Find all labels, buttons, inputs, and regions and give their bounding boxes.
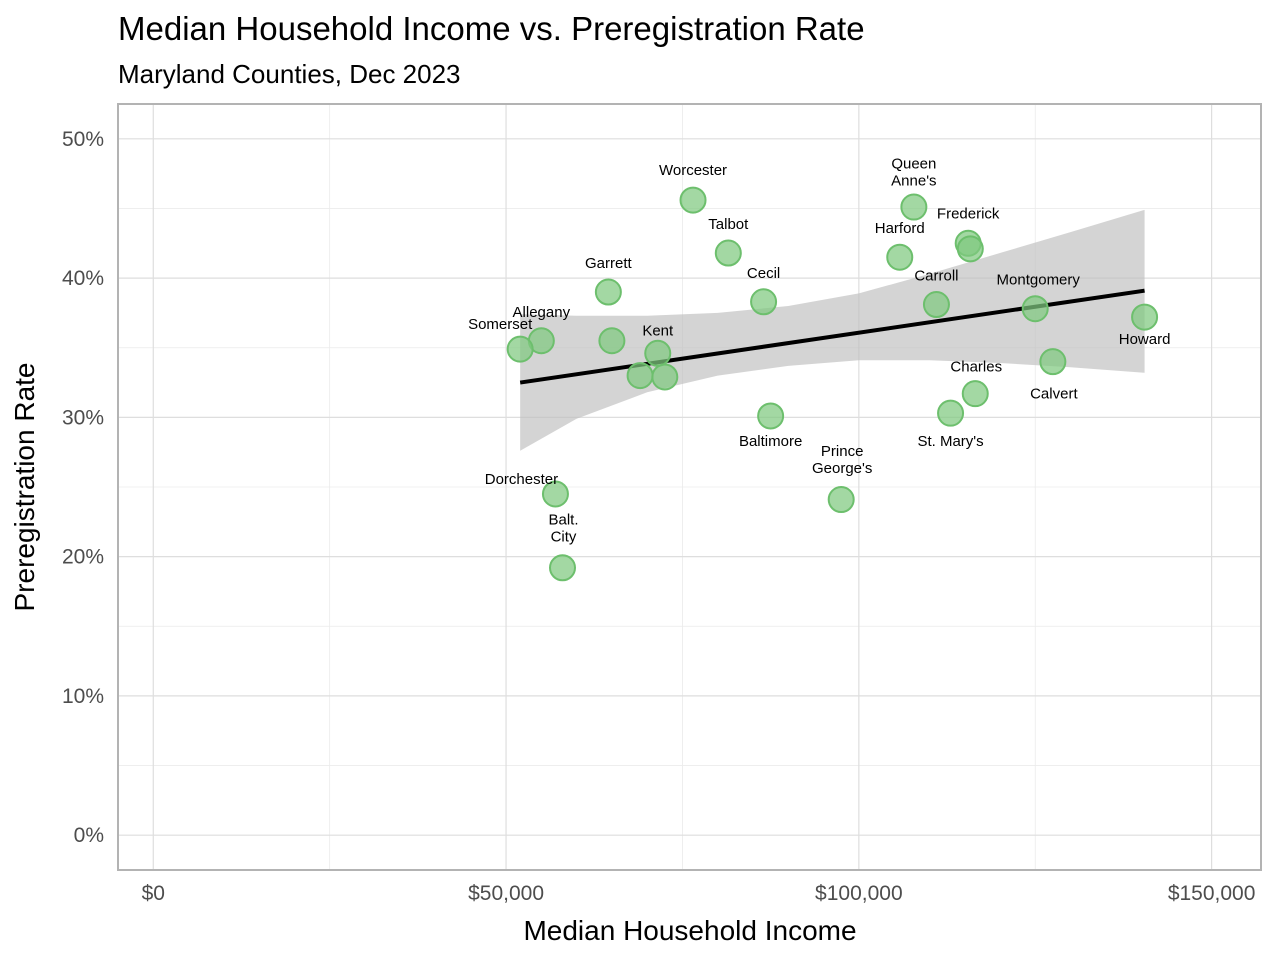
data-point bbox=[827, 486, 855, 514]
data-point bbox=[549, 554, 576, 582]
point-label: Kent bbox=[642, 322, 674, 339]
data-point bbox=[714, 239, 742, 267]
point-label: Cecil bbox=[747, 265, 780, 282]
x-axis-ticks: $0 $50,000 $100,000 $150,000 bbox=[142, 882, 1256, 905]
data-point bbox=[900, 193, 928, 221]
point-label: Frederick bbox=[937, 205, 1000, 222]
x-tick-label: $150,000 bbox=[1168, 882, 1256, 905]
point-label: Balt. City bbox=[548, 511, 578, 545]
data-point bbox=[598, 327, 626, 355]
data-point bbox=[541, 480, 569, 508]
data-point bbox=[594, 278, 622, 306]
data-point bbox=[644, 339, 672, 367]
data-point bbox=[886, 243, 914, 271]
point-label: Harford bbox=[875, 220, 925, 237]
point-label: Calvert bbox=[1030, 386, 1078, 403]
data-point bbox=[651, 363, 679, 391]
point-label: St. Mary's bbox=[917, 433, 983, 450]
x-tick-label: $100,000 bbox=[815, 882, 903, 905]
point-label: Garrett bbox=[585, 255, 633, 272]
data-point bbox=[1021, 295, 1049, 323]
data-point bbox=[506, 335, 534, 363]
y-tick-label: 30% bbox=[62, 406, 104, 429]
data-point bbox=[626, 362, 654, 390]
point-label: Baltimore bbox=[739, 433, 802, 450]
chart-title: Median Household Income vs. Preregistrat… bbox=[118, 10, 865, 47]
y-axis-title: Preregistration Rate bbox=[9, 362, 40, 611]
data-point bbox=[937, 399, 965, 427]
point-label: Queen Anne's bbox=[891, 156, 936, 190]
minor-gridlines bbox=[118, 104, 1261, 870]
data-point bbox=[679, 186, 707, 214]
point-label: Talbot bbox=[708, 216, 749, 233]
major-gridlines bbox=[118, 104, 1261, 870]
point-label: Howard bbox=[1119, 331, 1171, 348]
data-point bbox=[961, 380, 989, 408]
point-label: Dorchester bbox=[485, 471, 558, 488]
point-label: Worcester bbox=[659, 162, 727, 179]
data-point bbox=[1039, 348, 1067, 376]
x-tick-label: $0 bbox=[142, 882, 165, 905]
confidence-band-area bbox=[520, 209, 1145, 451]
data-point bbox=[922, 291, 950, 319]
y-tick-label: 0% bbox=[74, 824, 104, 847]
data-point bbox=[757, 402, 785, 430]
point-label: Charles bbox=[950, 359, 1002, 376]
point-label: Allegany bbox=[513, 304, 571, 321]
y-tick-label: 20% bbox=[62, 546, 104, 569]
data-points bbox=[506, 186, 1159, 582]
plot-border bbox=[117, 103, 1262, 871]
confidence-band bbox=[520, 209, 1145, 451]
data-point bbox=[1131, 303, 1159, 331]
y-tick-label: 50% bbox=[62, 128, 104, 151]
x-axis-title: Median Household Income bbox=[523, 915, 856, 946]
y-tick-label: 40% bbox=[62, 267, 104, 290]
data-point bbox=[956, 235, 984, 263]
point-label: Carroll bbox=[914, 268, 958, 285]
point-label: Somerset bbox=[468, 316, 533, 333]
x-tick-label: $50,000 bbox=[468, 882, 544, 905]
y-axis-ticks: 0% 10% 20% 30% 40% 50% bbox=[62, 128, 104, 847]
point-label: Prince George's bbox=[812, 443, 872, 477]
chart-subtitle: Maryland Counties, Dec 2023 bbox=[118, 59, 461, 89]
y-tick-label: 10% bbox=[62, 685, 104, 708]
data-point bbox=[750, 288, 778, 316]
point-label: Montgomery bbox=[997, 272, 1081, 289]
